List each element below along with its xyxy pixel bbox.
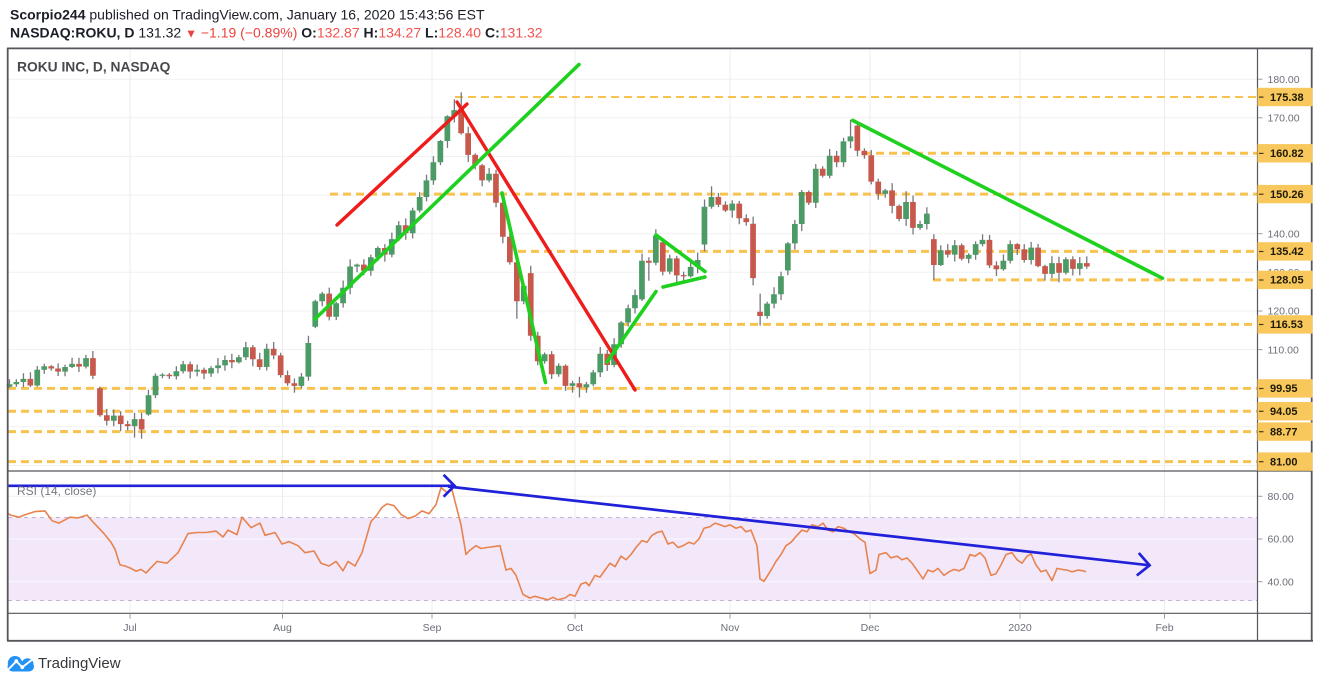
svg-text:120.00: 120.00: [1268, 306, 1300, 318]
svg-text:Oct: Oct: [567, 622, 583, 634]
svg-text:Sep: Sep: [423, 622, 442, 634]
svg-text:116.53: 116.53: [1270, 319, 1303, 331]
svg-text:TradingView: TradingView: [38, 655, 121, 672]
svg-text:81.00: 81.00: [1270, 456, 1298, 468]
svg-text:Nov: Nov: [721, 622, 740, 634]
svg-text:170.00: 170.00: [1268, 113, 1300, 125]
svg-text:160.82: 160.82: [1270, 148, 1304, 160]
svg-text:175.38: 175.38: [1270, 92, 1304, 104]
svg-text:NASDAQ:ROKU, D 131.32 ▼ −1.19: NASDAQ:ROKU, D 131.32 ▼ −1.19 (−0.89%) O…: [10, 25, 543, 41]
svg-text:135.42: 135.42: [1270, 246, 1304, 258]
svg-text:60.00: 60.00: [1268, 534, 1294, 546]
svg-text:Feb: Feb: [1155, 622, 1173, 634]
svg-text:94.05: 94.05: [1270, 406, 1298, 418]
svg-text:ROKU INC, D, NASDAQ: ROKU INC, D, NASDAQ: [17, 60, 171, 75]
svg-text:140.00: 140.00: [1268, 228, 1300, 240]
svg-text:Dec: Dec: [861, 622, 880, 634]
svg-text:2020: 2020: [1008, 622, 1032, 634]
svg-text:Scorpio244 published on Tradin: Scorpio244 published on TradingView.com,…: [10, 7, 485, 23]
svg-text:Jul: Jul: [123, 622, 136, 634]
svg-text:128.05: 128.05: [1270, 275, 1304, 287]
svg-text:88.77: 88.77: [1270, 426, 1298, 438]
svg-text:180.00: 180.00: [1268, 74, 1300, 86]
svg-text:99.95: 99.95: [1270, 383, 1298, 395]
svg-text:150.26: 150.26: [1270, 189, 1304, 201]
svg-text:40.00: 40.00: [1268, 576, 1294, 588]
svg-text:80.00: 80.00: [1268, 491, 1294, 503]
svg-text:Aug: Aug: [273, 622, 292, 634]
svg-text:RSI (14, close): RSI (14, close): [17, 484, 96, 498]
svg-text:110.00: 110.00: [1268, 344, 1299, 356]
